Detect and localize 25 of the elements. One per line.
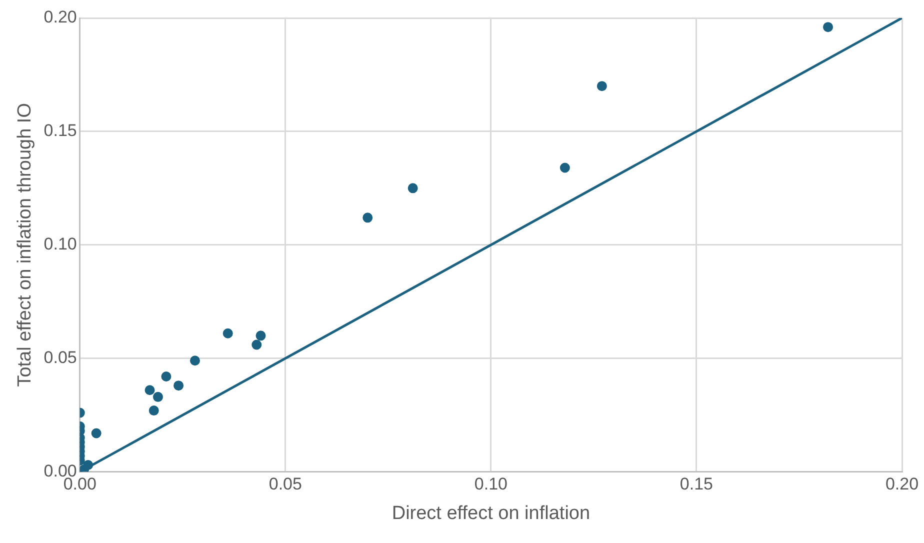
point [190,356,200,366]
point [256,330,266,341]
point [144,385,155,396]
point [823,22,834,32]
point [161,372,172,382]
y-tick-label: 0.20 [44,8,77,27]
point [222,328,233,338]
point [408,183,418,194]
y-axis-title: Total effect on inflation through IO [14,103,36,387]
point [252,340,262,350]
y-tick-label: 0.15 [44,121,77,140]
point [560,162,570,173]
x-tick-label: 0.10 [474,474,508,494]
y-tick-label: 0.10 [44,234,77,254]
y-tick-label: 0.05 [44,348,77,368]
point [91,428,102,438]
x-axis-title: Direct effect on inflation [392,502,590,524]
point [152,392,163,402]
point [596,81,607,92]
x-tick-label: 0.20 [885,474,919,494]
point [148,406,159,416]
x-tick-label: 0.05 [268,474,302,494]
point [174,380,184,391]
x-tick-label: 0.15 [680,474,714,494]
point [362,212,373,223]
